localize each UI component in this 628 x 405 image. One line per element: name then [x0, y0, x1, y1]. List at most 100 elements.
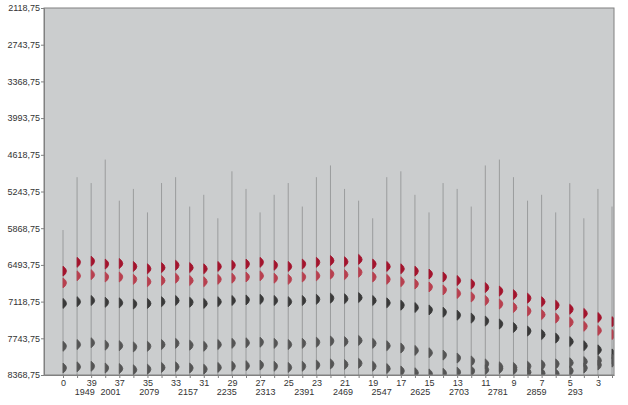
- tick: 33: [171, 375, 181, 388]
- event-wiggle: [218, 261, 222, 271]
- trace: [499, 160, 500, 375]
- trace: [471, 207, 472, 375]
- event-wiggle: [330, 256, 334, 266]
- event-wiggle: [91, 295, 95, 305]
- event-wiggle: [133, 299, 137, 309]
- event-wiggle: [77, 297, 81, 307]
- event-wiggle: [373, 259, 377, 269]
- event-wiggle: [288, 340, 292, 350]
- event-wiggle: [429, 369, 433, 375]
- event-wiggle: [63, 363, 67, 373]
- tick-mark: [41, 81, 44, 82]
- event-wiggle: [485, 365, 489, 375]
- event-wiggle: [288, 362, 292, 372]
- tick: 2547: [372, 375, 392, 397]
- event-wiggle: [443, 368, 447, 375]
- event-wiggle: [330, 336, 334, 346]
- tick-label: 25: [284, 378, 294, 388]
- event-wiggle: [119, 259, 123, 269]
- event-wiggle: [77, 362, 81, 372]
- tick-label: 2703: [449, 387, 469, 397]
- tick-mark: [41, 265, 44, 266]
- x2-axis: 1949200120792157223523132391246925472625…: [45, 375, 615, 397]
- tick-mark: [41, 192, 44, 193]
- plot-frame: [44, 8, 614, 375]
- tick: 2001: [101, 375, 121, 397]
- trace: [485, 165, 486, 375]
- event-wiggle: [288, 261, 292, 271]
- event-wiggle: [302, 338, 306, 348]
- event-wiggle: [204, 277, 208, 287]
- event-wiggle: [232, 295, 236, 305]
- tick: 2703: [449, 375, 469, 397]
- tick: 35: [143, 375, 153, 388]
- event-wiggle: [570, 317, 574, 327]
- event-wiggle: [584, 308, 588, 318]
- event-wiggle: [147, 341, 151, 351]
- tick: 8368,75: [7, 370, 44, 380]
- event-wiggle: [345, 294, 349, 304]
- event-wiggle: [133, 342, 137, 352]
- plot-background: [44, 8, 614, 375]
- event-wiggle: [105, 297, 109, 307]
- tick: 27: [256, 375, 266, 388]
- event-wiggle: [105, 340, 109, 350]
- event-wiggle: [359, 293, 363, 303]
- tick-mark: [41, 8, 44, 9]
- event-wiggle: [105, 272, 109, 282]
- tick-label: 2118,75: [8, 3, 40, 13]
- event-wiggle: [443, 350, 447, 360]
- event-wiggle: [387, 261, 391, 271]
- event-wiggle: [457, 288, 461, 298]
- tick-mark: [41, 302, 44, 303]
- tick-label: 2313: [255, 387, 275, 397]
- event-wiggle: [162, 263, 166, 273]
- event-wiggle: [232, 260, 236, 270]
- traces: [63, 160, 614, 375]
- tick: 6493,75: [7, 260, 44, 270]
- event-wiggle: [359, 335, 363, 345]
- event-wiggle: [584, 321, 588, 331]
- event-wiggle: [542, 330, 546, 340]
- tick-label: 2859: [527, 387, 547, 397]
- tick-label: 2157: [178, 387, 198, 397]
- tick: 2743,75: [7, 40, 44, 50]
- event-wiggle: [471, 356, 475, 366]
- tick-label: 3: [596, 378, 601, 388]
- tick-mark: [41, 45, 44, 46]
- tick: 7118,75: [8, 297, 44, 307]
- axis-line: [45, 375, 615, 376]
- event-wiggle: [302, 295, 306, 305]
- tick-label: 293: [568, 387, 583, 397]
- event-wiggle: [316, 257, 320, 267]
- event-wiggle: [162, 276, 166, 286]
- event-wiggle: [77, 271, 81, 281]
- event-wiggle: [513, 323, 517, 333]
- event-wiggle: [316, 337, 320, 347]
- event-wiggle: [316, 271, 320, 281]
- tick-mark: [41, 118, 44, 119]
- event-wiggle: [471, 292, 475, 302]
- event-wiggle: [246, 338, 250, 348]
- event-wiggle: [232, 361, 236, 371]
- event-wiggle: [274, 273, 278, 283]
- event-wiggle: [119, 341, 123, 351]
- event-wiggle: [387, 364, 391, 374]
- tick-mark: [41, 228, 44, 229]
- tick: 21: [340, 375, 350, 388]
- tick: 2469: [333, 375, 353, 397]
- tick-mark: [41, 155, 44, 156]
- tick: 5868,75: [7, 224, 44, 234]
- tick-label: 5868,75: [7, 224, 40, 234]
- tick: 2118,75: [8, 3, 44, 13]
- event-wiggle: [119, 298, 123, 308]
- event-wiggle: [513, 362, 517, 372]
- event-wiggle: [204, 264, 208, 274]
- event-wiggle: [485, 316, 489, 326]
- event-wiggle: [63, 266, 67, 276]
- tick-label: 0: [61, 378, 66, 388]
- tick: 2859: [527, 375, 547, 397]
- event-wiggle: [542, 297, 546, 307]
- event-wiggle: [147, 364, 151, 374]
- event-wiggle: [190, 340, 194, 350]
